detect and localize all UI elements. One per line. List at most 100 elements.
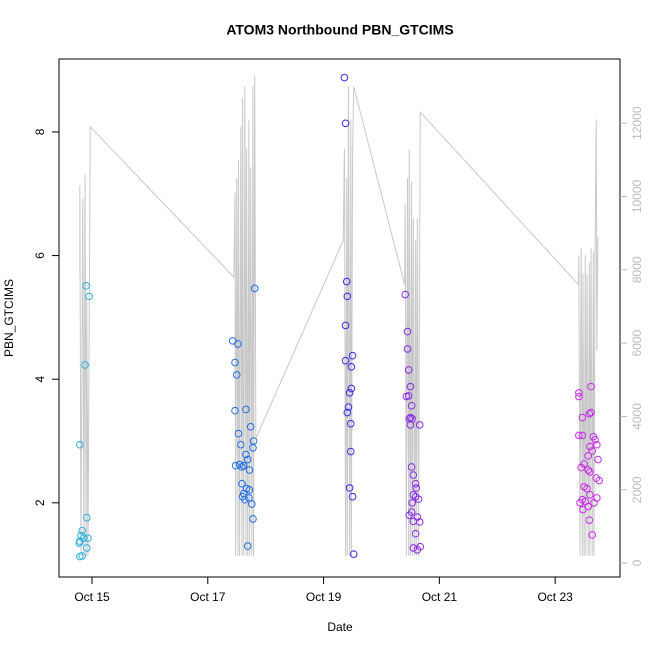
point (246, 422, 255, 431)
point (585, 516, 594, 524)
y2-tick-label: 12000 (630, 106, 644, 140)
point (235, 460, 244, 469)
point (85, 292, 93, 301)
y2-tick-label: 0 (630, 559, 644, 566)
point (343, 408, 352, 417)
point (231, 358, 239, 367)
x-axis-label: Date (327, 620, 353, 634)
point (406, 382, 415, 391)
point (583, 484, 591, 493)
point (238, 479, 246, 488)
point (232, 371, 241, 379)
point (416, 542, 425, 551)
x-tick-label: Oct 19 (306, 590, 342, 604)
point (408, 499, 416, 507)
point (341, 321, 350, 330)
point (342, 277, 351, 286)
x-tick-label: Oct 15 (74, 590, 110, 604)
point (587, 382, 595, 391)
point (344, 403, 353, 411)
point (578, 431, 587, 440)
y-tick-label: 8 (33, 128, 47, 135)
x-tick-label: Oct 21 (422, 590, 458, 604)
y2-tick-label: 2000 (630, 476, 644, 503)
point (411, 479, 420, 488)
point (404, 392, 413, 400)
point (406, 421, 415, 429)
point (76, 552, 84, 561)
point (586, 442, 594, 451)
point (346, 447, 355, 456)
point (234, 340, 242, 348)
point (250, 284, 259, 293)
point (584, 466, 592, 474)
point (242, 450, 250, 459)
point (593, 440, 601, 449)
point (231, 406, 239, 415)
point (409, 490, 418, 499)
point (345, 388, 354, 397)
point (346, 419, 355, 428)
point (586, 490, 594, 499)
point (348, 492, 357, 501)
y-axis-label: PBN_GTCIMS (2, 279, 16, 357)
point (414, 495, 423, 503)
point (586, 468, 594, 476)
point (584, 502, 592, 511)
point (415, 421, 424, 429)
y2-tick-label: 4000 (630, 403, 644, 430)
x-tick-label: Oct 17 (190, 590, 226, 604)
point (580, 460, 588, 468)
point (406, 413, 415, 422)
point (234, 429, 243, 438)
point (245, 466, 254, 474)
y2-tick-label: 6000 (630, 329, 644, 356)
point (81, 361, 89, 369)
x-tick-label: Oct 23 (537, 590, 573, 604)
point (575, 388, 583, 397)
point (588, 531, 597, 539)
chart-title: ATOM3 Northbound PBN_GTCIMS (226, 22, 453, 38)
y-tick-label: 6 (33, 252, 47, 259)
point (347, 363, 356, 371)
point (591, 435, 599, 444)
point (593, 494, 601, 502)
point (238, 492, 247, 501)
point (575, 392, 583, 401)
point (594, 455, 602, 464)
point (343, 292, 352, 301)
point (595, 476, 603, 485)
point (239, 461, 248, 470)
point (401, 290, 410, 299)
point (405, 511, 414, 519)
point (404, 366, 413, 374)
point (348, 351, 357, 360)
point (347, 384, 356, 393)
point (587, 408, 595, 417)
point (411, 529, 420, 538)
point (403, 345, 412, 353)
point (412, 484, 421, 492)
point (78, 526, 86, 535)
point (84, 534, 92, 542)
point (584, 452, 592, 460)
point (249, 444, 257, 452)
point (245, 486, 254, 494)
point (82, 282, 91, 290)
y-tick-label: 4 (33, 376, 47, 383)
y2-tick-label: 10000 (630, 179, 644, 213)
point (340, 73, 349, 82)
point (76, 440, 84, 449)
point (415, 518, 424, 526)
point (409, 471, 418, 479)
point (236, 440, 245, 449)
point (341, 119, 350, 128)
point (242, 405, 250, 414)
point (341, 356, 350, 365)
point (238, 463, 246, 471)
point (243, 542, 252, 550)
point (407, 401, 416, 410)
point (578, 413, 587, 422)
